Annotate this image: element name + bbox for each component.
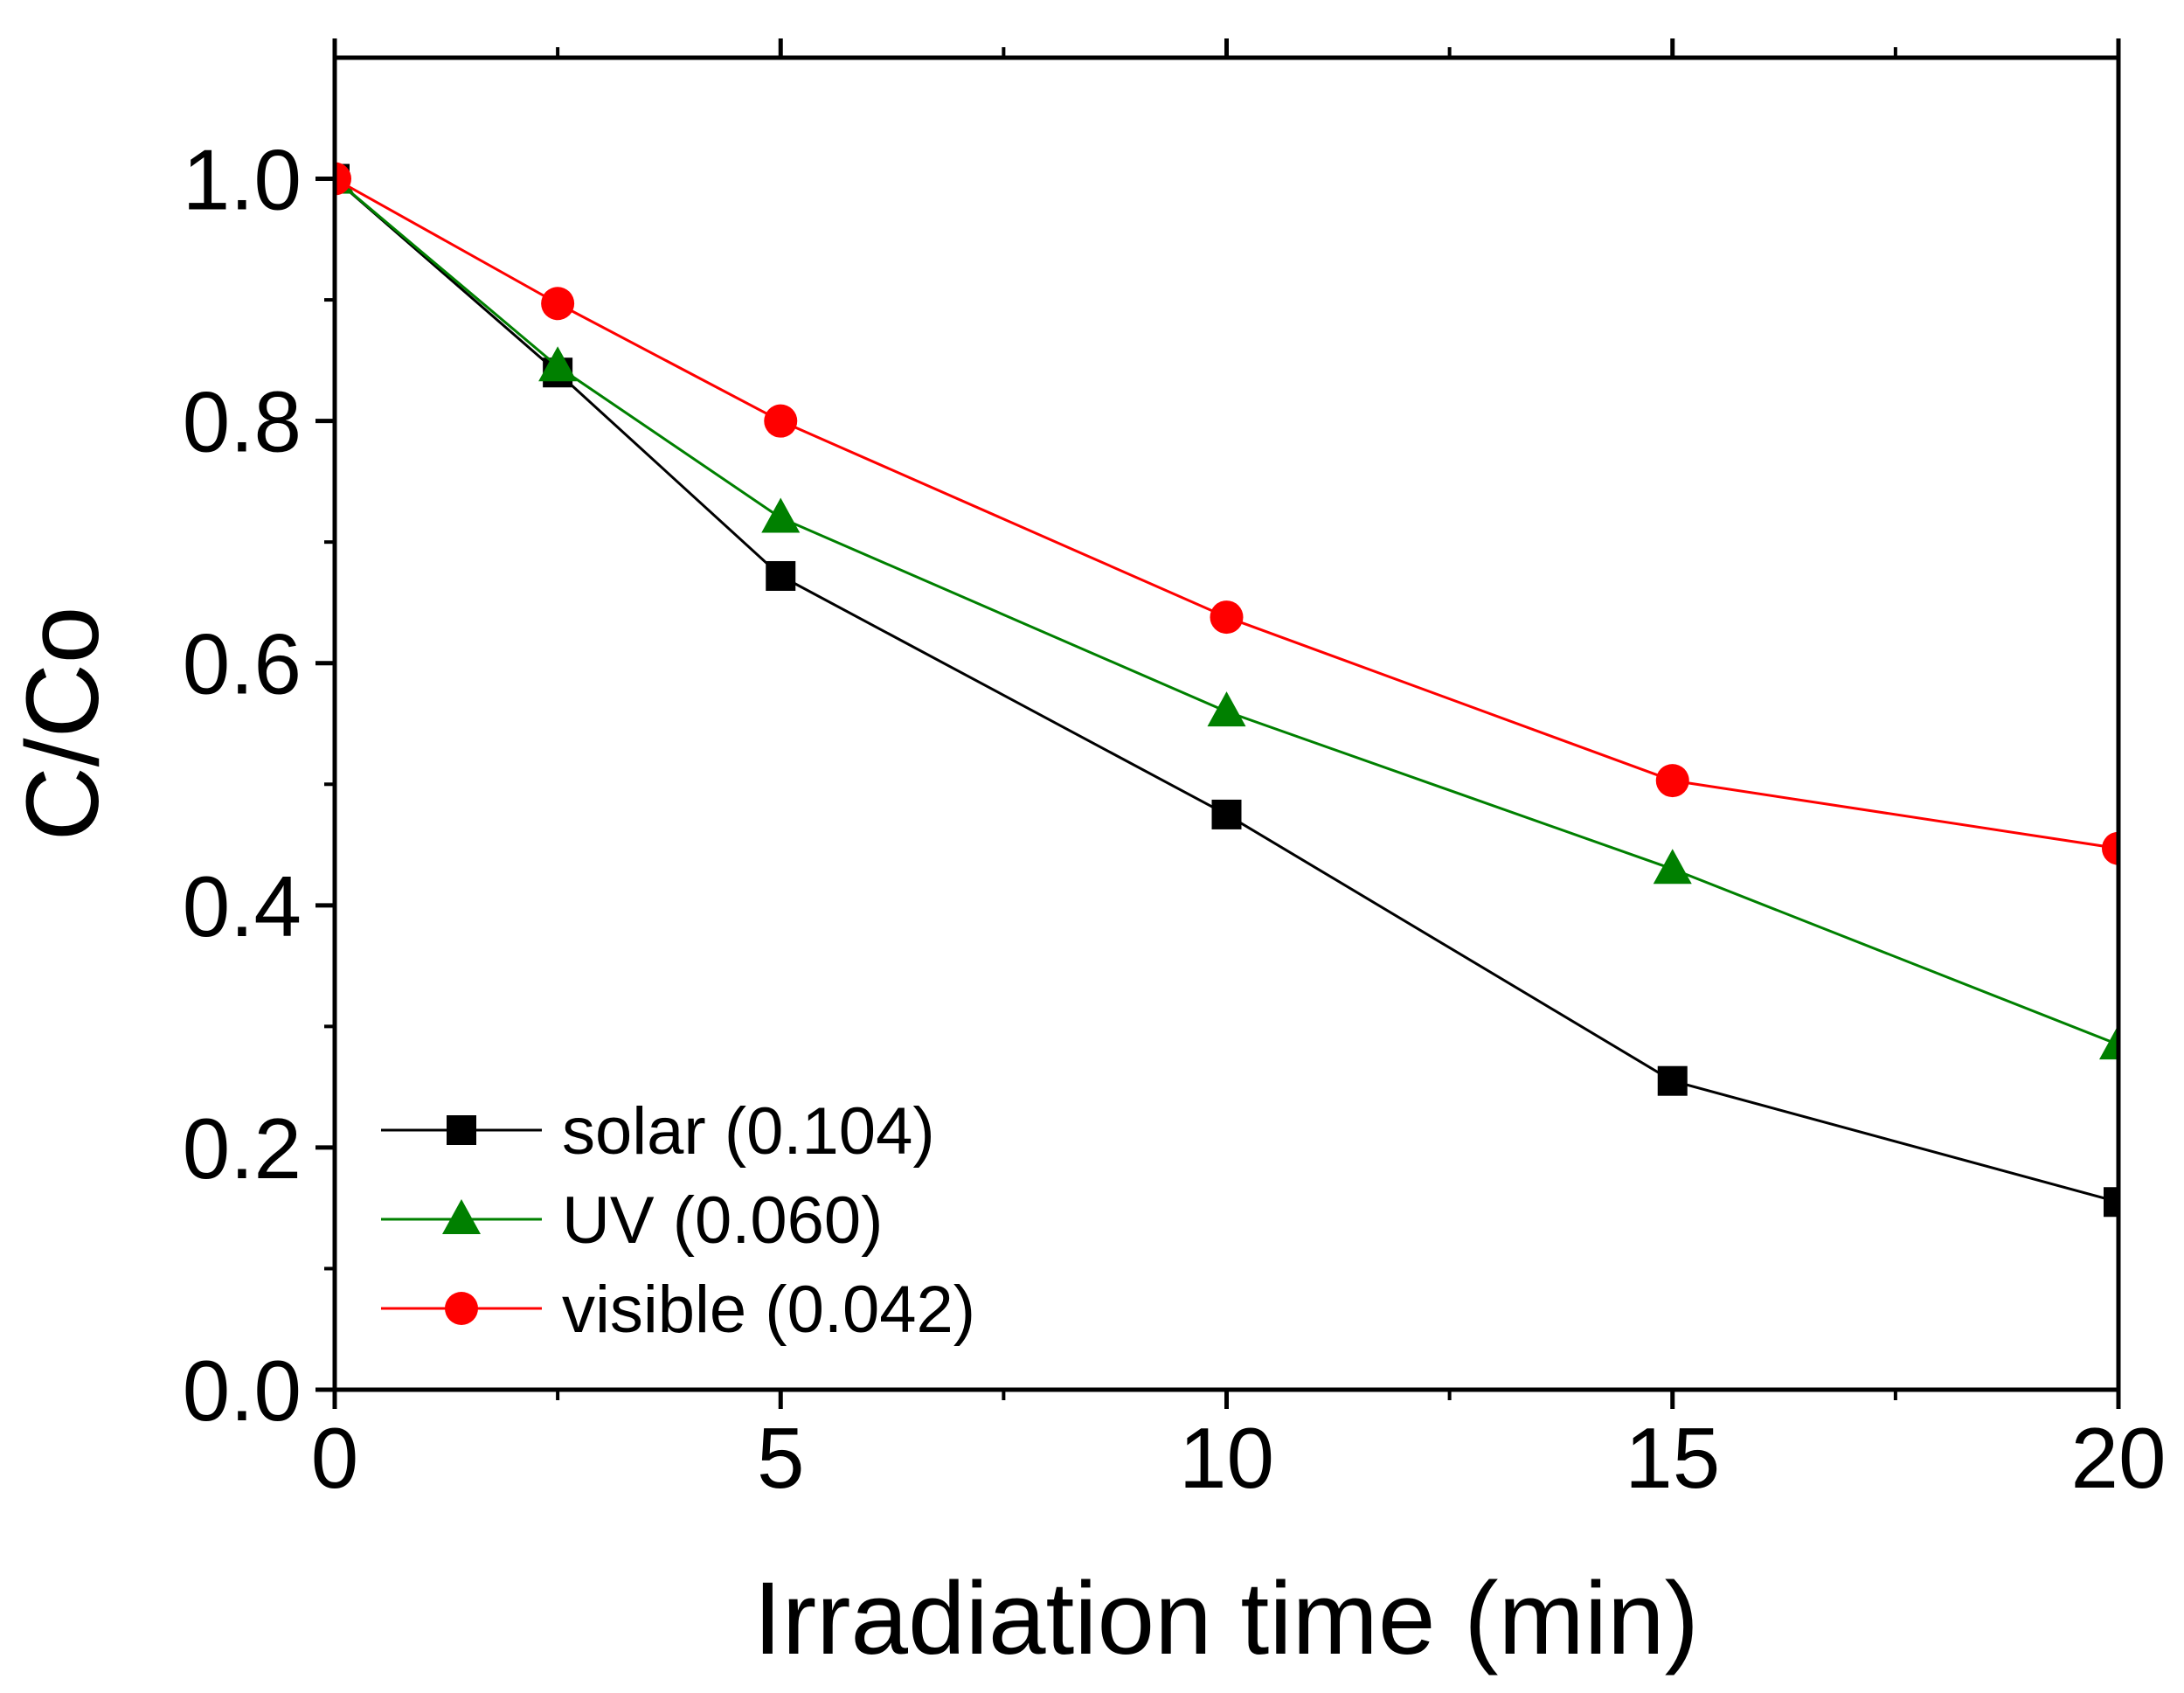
- data-point: [761, 497, 801, 533]
- plot-frame: [332, 55, 2121, 1392]
- data-point: [766, 560, 796, 591]
- data-point: [2099, 1024, 2118, 1060]
- y-tick-label: 0.2: [183, 1100, 302, 1197]
- y-tick-label: 0.6: [183, 616, 302, 712]
- data-point: [1657, 1065, 1688, 1096]
- y-tick-label: 0.4: [183, 858, 302, 954]
- x-tick-label: 20: [2070, 1410, 2166, 1506]
- series-line: [335, 177, 2118, 850]
- x-tick-label: 0: [311, 1410, 359, 1506]
- legend-marker: [442, 1199, 481, 1234]
- x-axis-title: Irradiation time (min): [753, 1561, 1699, 1676]
- data-point: [764, 404, 798, 438]
- data-point: [541, 287, 575, 321]
- data-point: [2104, 1187, 2118, 1218]
- series-layer: [335, 158, 2118, 1218]
- data-point: [1207, 691, 1246, 727]
- legend-label: solar (0.104): [562, 1094, 935, 1169]
- data-point: [2102, 831, 2118, 865]
- data-point: [1210, 600, 1244, 635]
- x-tick-label: 5: [757, 1410, 805, 1506]
- legend: solar (0.104) UV (0.060) visible (0.042): [381, 1094, 975, 1347]
- legend-label: UV (0.060): [562, 1183, 884, 1258]
- y-tick-label: 1.0: [183, 132, 302, 228]
- data-point: [538, 346, 578, 382]
- x-tick-label: 10: [1179, 1410, 1274, 1506]
- ticks-layer: 0 5 10 15 20 0.0 0.2 0.4 0.6 0.8 1.0: [183, 38, 2167, 1506]
- data-point: [335, 162, 351, 196]
- data-point: [1655, 764, 1689, 798]
- legend-label: visible (0.042): [562, 1273, 975, 1347]
- y-tick-label: 0.8: [183, 374, 302, 470]
- series-circle: [335, 162, 2118, 865]
- legend-marker: [447, 1115, 476, 1145]
- series-line: [335, 177, 2118, 1046]
- y-axis-title: C/Co: [5, 607, 121, 842]
- series-line: [335, 177, 2118, 1204]
- data-point: [1211, 799, 1242, 829]
- x-tick-label: 15: [1625, 1410, 1720, 1506]
- data-point: [1653, 849, 1692, 885]
- legend-marker: [445, 1292, 478, 1325]
- y-tick-label: 0.0: [183, 1343, 302, 1439]
